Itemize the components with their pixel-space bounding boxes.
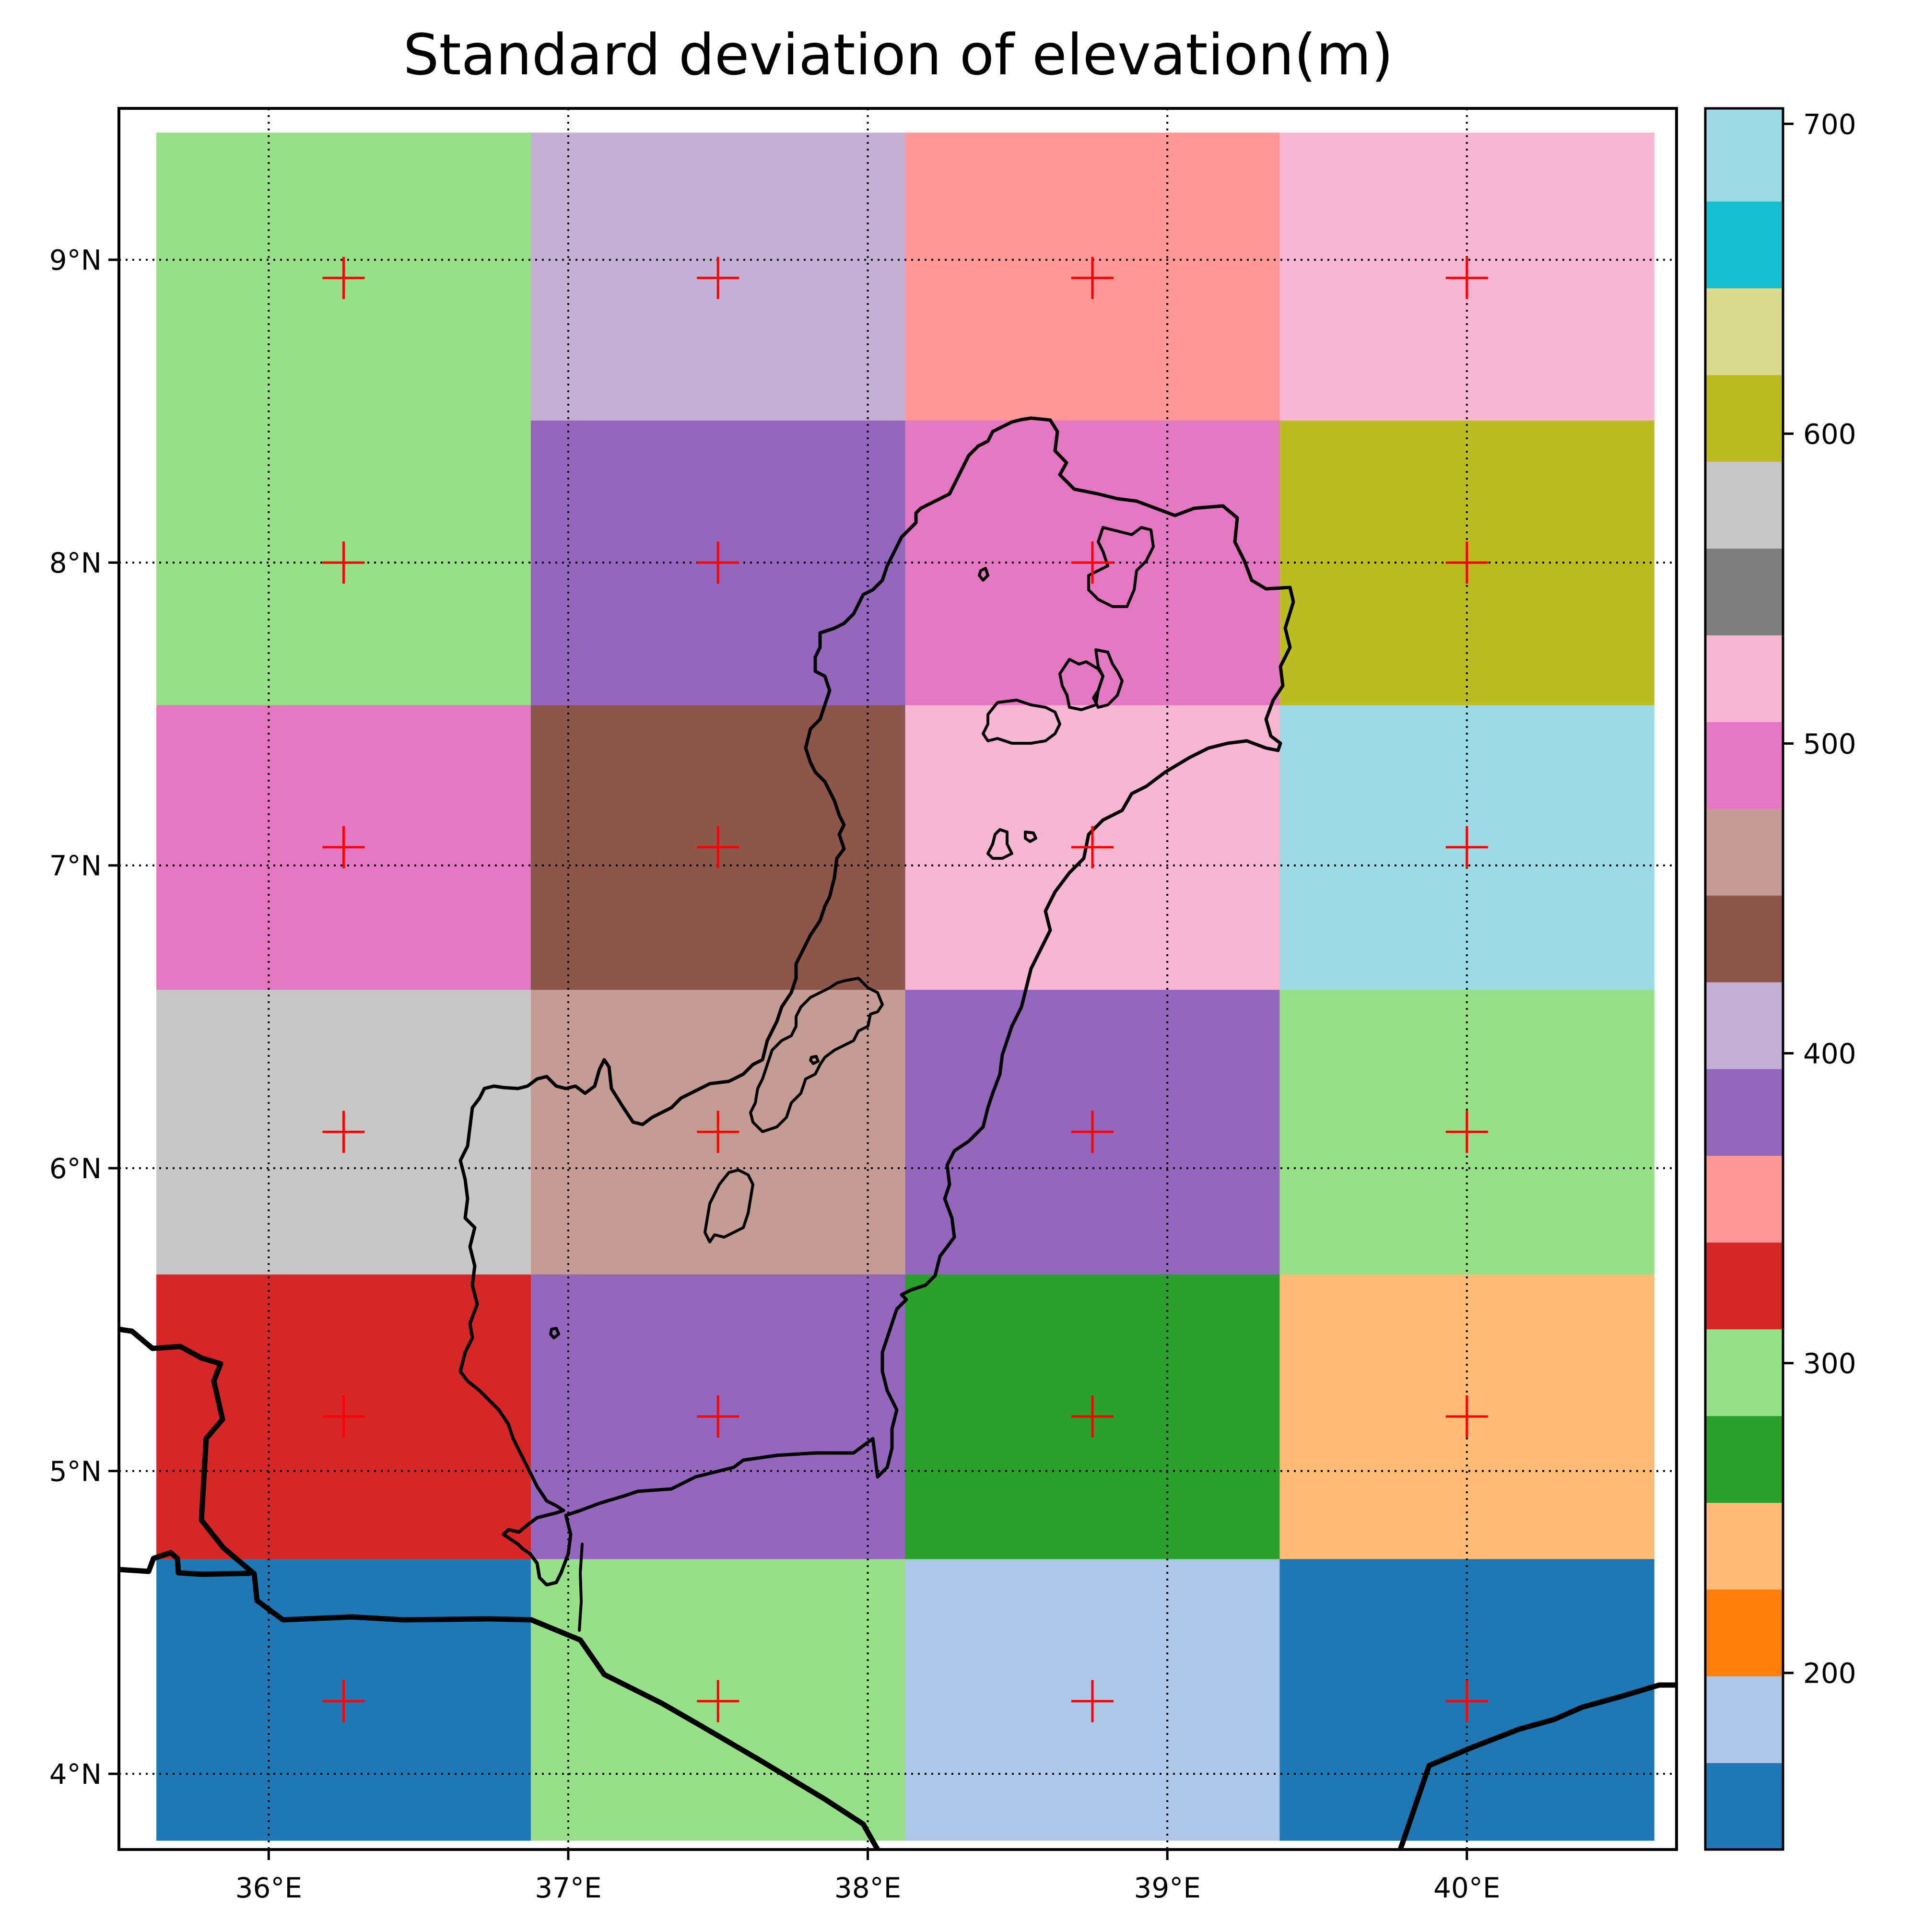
y-tick-label: 5°N [49,1455,102,1488]
y-tick-label: 6°N [49,1152,102,1185]
y-tick-label: 7°N [49,850,102,882]
colorbar-tick-label: 300 [1803,1347,1856,1380]
center-marker [697,257,739,299]
colorbar-segment [1705,375,1783,462]
island-outline [986,828,1013,860]
colorbar-segment [1705,1502,1783,1590]
colorbar-segment [1705,461,1783,549]
center-marker [1445,257,1488,299]
island-outline [1092,648,1124,709]
colorbar-segment [1705,1416,1783,1503]
center-marker [322,257,365,299]
center-marker [1071,541,1114,584]
cell-center-markers [322,257,1488,1722]
value-cells [156,132,1654,1841]
colorbar-segment [1705,1676,1783,1763]
colorbar-segments [1705,108,1783,1850]
y-tick-label: 9°N [49,244,102,277]
y-axis: 4°N 5°N 6°N 7°N 8°N 9°N [49,244,119,1791]
center-marker [1071,826,1114,868]
center-marker [697,1680,739,1722]
colorbar-segment [1705,635,1783,722]
center-marker [322,826,365,868]
colorbar-segment [1705,1329,1783,1417]
center-marker [322,1395,365,1438]
lake-outline [458,416,1295,1587]
colorbar-tick-label: 200 [1803,1657,1856,1690]
colorbar-segment [1705,895,1783,983]
island-outline [749,977,884,1133]
colorbar-segment [1705,982,1783,1069]
center-marker [322,541,365,584]
river-line [578,1543,584,1632]
southeast-boundary-line [1397,1682,1677,1850]
center-marker [1071,257,1114,299]
center-marker [1071,1111,1114,1153]
center-marker [1445,541,1488,584]
x-tick-label: 40°E [1433,1872,1500,1904]
center-marker [697,541,739,584]
center-marker [697,1395,739,1438]
colorbar-segment [1705,1155,1783,1243]
center-marker [1445,826,1488,868]
x-tick-label: 38°E [834,1872,901,1904]
x-axis: 36°E 37°E 38°E 39°E 40°E [235,1850,1500,1904]
colorbar: 200 300 400 500 600 700 [1704,107,1856,1851]
colorbar-segment [1705,1068,1783,1156]
island-outline [982,699,1061,745]
island-outline [549,1327,560,1339]
center-marker [1445,1395,1488,1438]
colorbar-tick-label: 700 [1803,108,1856,141]
southwest-boundary-line [119,1550,252,1577]
colorbar-segment [1705,288,1783,375]
map-frame [117,107,1678,1851]
center-marker [697,1111,739,1153]
island-outline [978,567,989,582]
colorbar-segment [1705,1763,1783,1850]
colorbar-tick-label: 600 [1803,418,1856,450]
center-marker [1445,1111,1488,1153]
colorbar-segment [1705,722,1783,809]
center-marker [1071,1395,1114,1438]
colorbar-frame [1704,107,1784,1851]
center-marker [322,1680,365,1722]
island-outline [809,1055,820,1065]
colorbar-segment [1705,108,1783,202]
colorbar-segment [1705,1589,1783,1676]
colorbar-segment [1705,548,1783,635]
center-marker [697,826,739,868]
center-marker [322,1111,365,1153]
y-tick-label: 8°N [49,547,102,579]
map-title: Standard deviation of elevation(m) [403,22,1394,88]
colorbar-tick-label: 400 [1803,1038,1856,1070]
island-outline [1087,526,1155,608]
center-marker [1071,1680,1114,1722]
x-tick-label: 36°E [235,1872,302,1904]
x-tick-label: 39°E [1134,1872,1200,1904]
x-tick-label: 37°E [535,1872,601,1904]
boundary-outlines [119,416,1677,1850]
graticule [119,108,1677,1850]
colorbar-tick-label: 500 [1803,727,1856,760]
map-plot-area [117,107,1678,1851]
western-boundary-line [119,1326,880,1850]
colorbar-segment [1705,1242,1783,1330]
y-tick-label: 4°N [49,1758,102,1791]
island-outline [704,1169,754,1243]
colorbar-segment [1705,808,1783,896]
colorbar-segment [1705,201,1783,289]
center-marker [1445,1680,1488,1722]
colorbar-ticks: 200 300 400 500 600 700 [1783,108,1856,1690]
island-outline [1024,831,1037,843]
